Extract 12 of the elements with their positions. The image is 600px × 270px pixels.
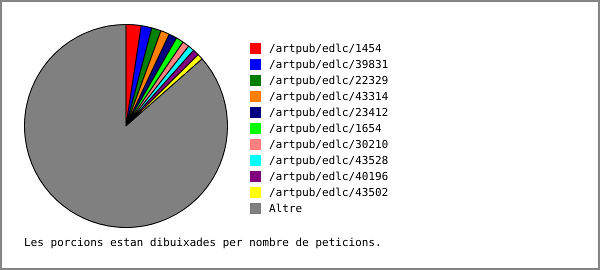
legend-label: /artpub/edlc/43314: [269, 90, 388, 102]
legend-label: /artpub/edlc/1654: [269, 122, 382, 134]
legend-label: /artpub/edlc/23412: [269, 106, 388, 118]
legend-label: /artpub/edlc/40196: [269, 170, 388, 182]
legend-label: /artpub/edlc/39831: [269, 58, 388, 70]
legend-label: /artpub/edlc/43528: [269, 154, 388, 166]
legend-label: Altre: [269, 202, 302, 214]
text: Les porcions estan dibuixades per nombre de peticions.: [24, 236, 382, 249]
legend-label: /artpub/edlc/30210: [269, 138, 388, 150]
legend-label: /artpub/edlc/1454: [269, 42, 382, 54]
legend-label: /artpub/edlc/43502: [269, 186, 388, 198]
legend-label: /artpub/edlc/22329: [269, 74, 388, 86]
